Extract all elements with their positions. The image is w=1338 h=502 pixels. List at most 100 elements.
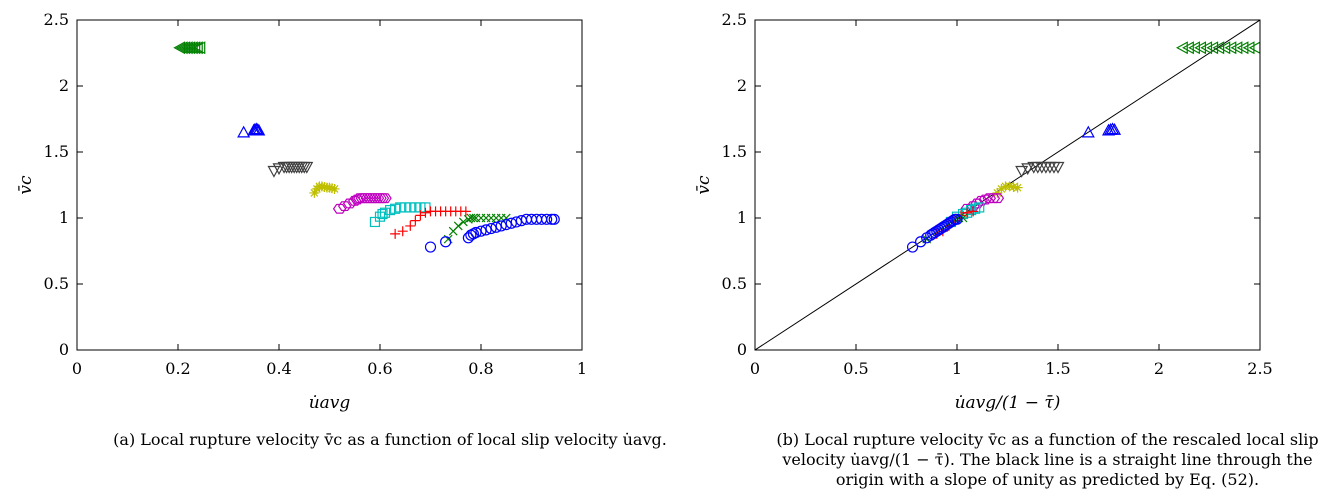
- data-point: [968, 206, 979, 217]
- y-tick-label: 0: [737, 340, 747, 359]
- data-point: [1004, 181, 1015, 192]
- data-point: [1106, 122, 1120, 135]
- series-star: [992, 181, 1023, 198]
- data-point: [505, 217, 517, 229]
- data-point: [475, 225, 487, 237]
- series-x: [443, 213, 511, 244]
- series-circle: [424, 213, 560, 253]
- data-point: [1008, 181, 1019, 192]
- data-point: [510, 216, 522, 228]
- data-point: [1081, 125, 1095, 138]
- data-point: [309, 187, 320, 198]
- data-point: [397, 226, 408, 237]
- data-point: [480, 224, 492, 236]
- chart-a: 0 0.2 0.4 0.6 0.8 1 0 0.5 1 1.5 2 2.5 u̇avg v̄c: [16, 10, 587, 413]
- chart-b: 0 0.5 1 1.5 2 2.5 0 0.5 1 1.5 2 2.5 u̇avg/(1 − τ̄) v̄…: [694, 10, 1273, 413]
- data-point: [319, 181, 330, 192]
- data-point: [990, 193, 1005, 204]
- plot-frame: [76, 19, 583, 351]
- data-point: [458, 217, 468, 227]
- data-point: [267, 165, 281, 178]
- series-triangle-up: [1081, 122, 1122, 138]
- data-point: [485, 222, 497, 235]
- data-point: [978, 194, 993, 205]
- data-point: [469, 213, 478, 223]
- data-point: [337, 201, 352, 212]
- data-point: [906, 241, 919, 253]
- data-point: [185, 41, 198, 55]
- data-point: [1015, 165, 1029, 178]
- data-point: [1224, 41, 1237, 55]
- series-star: [309, 181, 340, 198]
- data-point: [470, 226, 482, 239]
- data-point: [342, 198, 357, 209]
- data-point: [915, 236, 927, 248]
- series-circle: [906, 213, 963, 253]
- y-tick-label: 2.5: [44, 10, 69, 29]
- y-tick-label: 0.5: [44, 274, 69, 293]
- data-point: [1188, 41, 1200, 55]
- data-point: [548, 213, 560, 225]
- x-tick-label: 0: [72, 359, 82, 378]
- y-tick-label: 1: [59, 208, 69, 227]
- x-tick-label: 1.5: [1045, 359, 1070, 378]
- caption-a-text: (a) Local rupture velocity v̄c as a func…: [113, 430, 667, 449]
- y-tick-label: 2.5: [722, 10, 747, 29]
- data-point: [188, 41, 201, 55]
- caption-b: (b) Local rupture velocity v̄c as a func…: [770, 430, 1325, 490]
- data-point: [1200, 41, 1213, 55]
- data-point: [420, 207, 431, 218]
- series-triangle-down: [267, 161, 314, 178]
- series-triangle-left: [1175, 41, 1260, 55]
- data-point: [992, 187, 1003, 198]
- data-point: [546, 213, 558, 225]
- series-triangle-left: [173, 41, 206, 55]
- series-triangle-down: [1015, 161, 1065, 178]
- data-point: [1012, 182, 1023, 193]
- data-point: [324, 182, 335, 193]
- data-point: [332, 203, 347, 214]
- data-point: [415, 210, 426, 221]
- y-tick-label: 1: [737, 208, 747, 227]
- series-plus: [390, 206, 471, 239]
- data-point: [410, 215, 421, 226]
- x-axis-label: u̇avg: [309, 393, 351, 413]
- x-tick-label: 0.2: [165, 359, 190, 378]
- data-point: [252, 123, 266, 136]
- data-point: [440, 236, 452, 248]
- data-point: [1175, 41, 1188, 55]
- series-hexagon: [332, 193, 392, 214]
- data-point: [405, 220, 416, 231]
- data-point: [190, 41, 203, 55]
- data-point: [316, 181, 327, 192]
- y-tick-label: 1.5: [722, 142, 747, 161]
- series-triangle-up: [237, 122, 266, 138]
- data-point: [1051, 161, 1065, 174]
- data-point: [1021, 163, 1035, 176]
- y-axis-label: v̄c: [16, 175, 36, 195]
- caption-a: (a) Local rupture velocity v̄c as a func…: [110, 430, 670, 450]
- x-tick-label: 0.6: [367, 359, 392, 378]
- data-point: [951, 213, 963, 225]
- data-point: [237, 125, 251, 138]
- series-square: [369, 202, 431, 228]
- data-point: [424, 241, 437, 253]
- data-point: [453, 221, 463, 231]
- data-point: [463, 214, 473, 224]
- data-point: [1206, 41, 1219, 55]
- x-tick-label: 1: [577, 359, 587, 378]
- x-tick-label: 1: [952, 359, 962, 378]
- data-point: [974, 202, 985, 213]
- data-point: [500, 219, 512, 231]
- data-point: [1194, 41, 1207, 55]
- data-point: [250, 122, 264, 135]
- x-tick-label: 0: [750, 359, 760, 378]
- data-point: [1108, 122, 1122, 135]
- data-point: [1212, 41, 1225, 55]
- x-tick-label: 2.5: [1247, 359, 1272, 378]
- data-point: [490, 221, 502, 233]
- data-point: [1182, 41, 1194, 55]
- y-tick-label: 2: [737, 76, 747, 95]
- data-point: [962, 207, 973, 218]
